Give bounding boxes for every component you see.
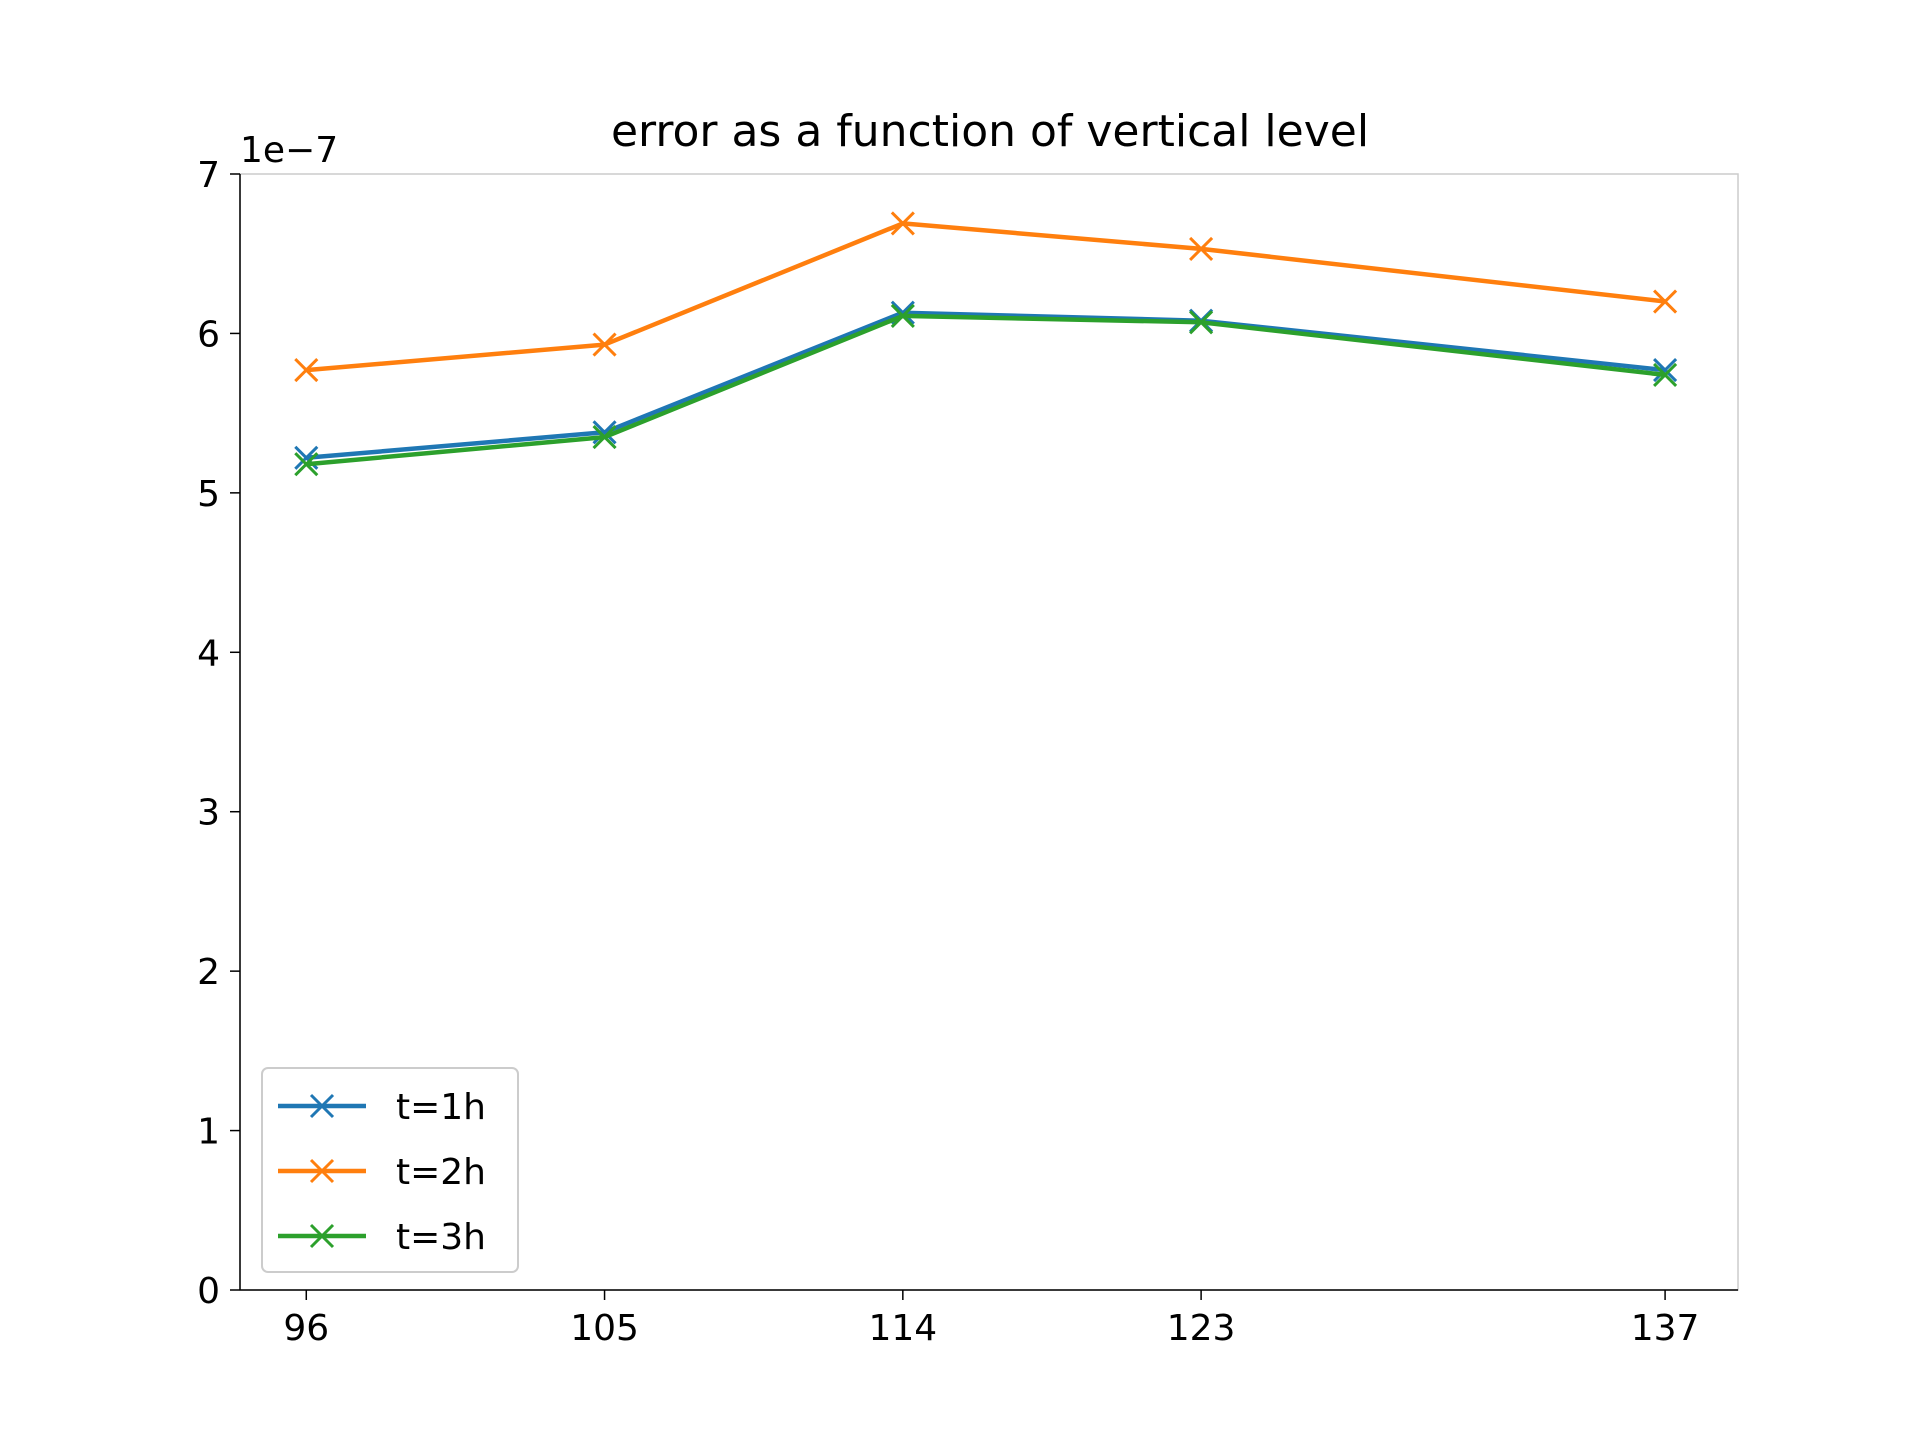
data-point-t=2h-105-stroke-b xyxy=(592,332,617,357)
data-point-t=3h-114 xyxy=(890,303,915,328)
y-tick-label-2: 2 xyxy=(197,952,220,993)
chart-title: error as a function of vertical level xyxy=(611,106,1369,157)
data-point-t=2h-114 xyxy=(890,211,915,236)
data-point-t=3h-105 xyxy=(592,424,617,450)
data-point-t=1h-96-stroke-b xyxy=(294,445,319,470)
legend-marker-t=1h-stroke-b xyxy=(309,1093,335,1119)
data-point-t=3h-137-stroke-b xyxy=(1653,362,1678,387)
data-point-t=2h-123 xyxy=(1189,236,1214,261)
data-point-t=3h-96-stroke-b xyxy=(294,452,319,477)
x-tick-label-96: 96 xyxy=(283,1308,329,1349)
y-tick-label-1: 1 xyxy=(197,1112,220,1153)
data-point-t=3h-114-stroke-b xyxy=(890,303,915,328)
data-point-t=1h-137-stroke-b xyxy=(1653,358,1678,383)
data-point-t=2h-105 xyxy=(592,332,617,357)
y-tick-label-4: 4 xyxy=(197,633,220,674)
data-point-t=1h-137 xyxy=(1653,358,1678,383)
x-tick-label-114: 114 xyxy=(868,1308,937,1349)
legend-label-t=3h: t=3h xyxy=(396,1217,486,1258)
y-tick-label-5: 5 xyxy=(197,474,220,515)
data-point-t=3h-96 xyxy=(294,452,319,477)
y-axis-offset-label: 1e−7 xyxy=(240,130,338,171)
legend-marker-t=1h xyxy=(309,1093,335,1119)
legend-marker-t=2h xyxy=(309,1158,335,1184)
data-point-t=3h-105-stroke-b xyxy=(592,424,617,450)
legend-label-t=1h: t=1h xyxy=(396,1087,486,1128)
data-point-t=3h-137 xyxy=(1653,362,1678,387)
data-point-t=2h-96-stroke-b xyxy=(294,358,319,383)
data-point-t=3h-123 xyxy=(1189,310,1214,335)
legend-marker-t=2h-stroke-b xyxy=(309,1158,335,1184)
legend-box xyxy=(261,1067,519,1273)
y-tick-label-3: 3 xyxy=(197,793,220,834)
legend-marker-t=3h-stroke-b xyxy=(309,1223,335,1249)
data-point-t=2h-137 xyxy=(1653,289,1678,314)
x-tick-label-123: 123 xyxy=(1167,1308,1236,1349)
legend-label-t=2h: t=2h xyxy=(396,1152,486,1193)
y-tick-label-7: 7 xyxy=(197,155,220,196)
y-tick-label-0: 0 xyxy=(197,1271,220,1312)
y-tick-label-6: 6 xyxy=(197,314,220,355)
x-tick-label-137: 137 xyxy=(1631,1308,1700,1349)
x-tick-label-105: 105 xyxy=(570,1308,639,1349)
data-point-t=3h-123-stroke-b xyxy=(1189,310,1214,335)
legend: t=1h t=2h t=3h xyxy=(261,1067,519,1273)
legend-marker-t=3h xyxy=(309,1223,335,1249)
data-point-t=2h-96 xyxy=(294,358,319,383)
data-point-t=2h-137-stroke-b xyxy=(1653,289,1678,314)
data-point-t=2h-123-stroke-b xyxy=(1189,236,1214,261)
data-point-t=2h-114-stroke-b xyxy=(890,211,915,236)
